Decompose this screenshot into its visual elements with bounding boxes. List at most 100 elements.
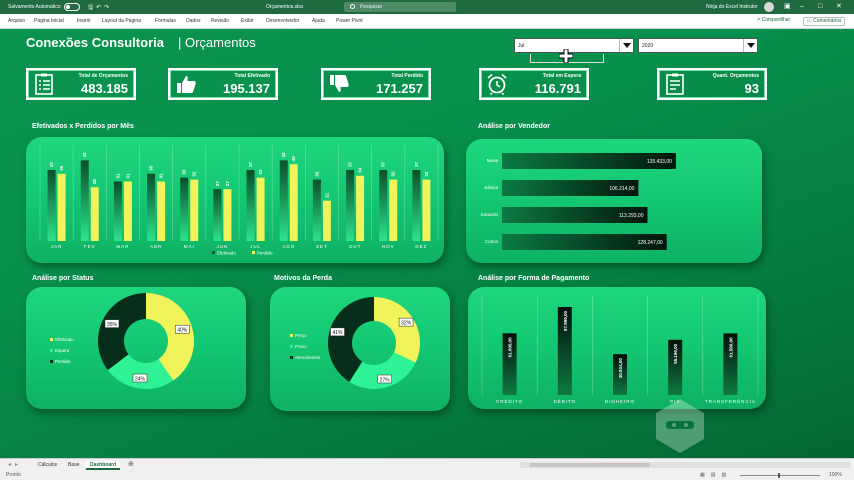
clipboard-list-icon [35,73,53,95]
month-filter[interactable]: Jul [514,38,634,53]
menu-exibir[interactable]: Exibir [241,18,254,24]
status-chart-panel: 40% 24% 35% Efetivado Espera Perdido [26,287,246,409]
year-filter[interactable]: 2020 [638,38,758,53]
menu-dados[interactable]: Dados [186,18,201,24]
tick-label: MAR [116,244,129,249]
bar-efetivado [412,169,421,241]
bar-efetivado [346,169,355,241]
data-label: 32 [192,171,197,177]
data-label: 32 [391,171,396,177]
tab-dashboard[interactable]: Dashboard [86,461,121,470]
kpi-label: Total em Espera [542,73,581,79]
data-label: 42 [281,152,286,158]
kpi-label: Total Perdido [391,73,423,79]
slice-label-box [377,374,392,384]
tick-label: DÉBITO [553,398,576,404]
quick-access-icons[interactable]: 🖫↶↷ [88,5,113,11]
legend-label: Preço [295,333,307,338]
payment-bar [557,307,572,395]
bar-efetivado [47,169,56,241]
bar-efetivado [312,179,321,241]
close-icon[interactable]: ✕ [836,3,842,10]
bar-perdido [256,177,265,241]
data-label: 40.834,00 [618,358,623,379]
maximize-icon[interactable]: □ [818,3,823,10]
payment-bar [502,333,517,395]
tick-label: JAN [51,244,63,249]
view-mode-icons[interactable]: ▦▤▧ [700,472,733,478]
data-label: 61.590,00 [728,337,733,358]
autosave-toggle[interactable] [64,3,80,11]
tab-calculos[interactable]: Cálculos [38,462,58,468]
legend-label: Perdido [55,359,71,364]
loss-chart-panel: 32% 27% 41% Preço Prazo Atendimento [270,287,450,411]
tick-label: JUL [250,244,261,249]
seller-bar [502,153,676,169]
kpi-label: Quant. Orçamentos [712,73,759,79]
slice-label: 24% [135,376,146,382]
menu-inserir[interactable]: Inserir [77,18,91,24]
menu-ajuda[interactable]: Ajuda [312,18,325,24]
data-label: 35 [59,165,64,171]
data-label: 55.196,00 [673,343,678,364]
clipboard-check-icon [666,73,684,95]
minimize-icon[interactable]: – [800,3,804,10]
kpi-value: 483.185 [81,81,128,96]
menu-arquivo[interactable]: Arquivo [8,18,25,24]
share-button[interactable]: ↗ Compartilhar [756,17,791,23]
kpi-total-espera: Total em Espera 116.791 [479,68,589,100]
menu-revisao[interactable]: Revisão [211,18,230,24]
horizontal-scrollbar[interactable] [520,462,850,468]
comments-button[interactable]: ▭ Comentários [803,17,846,26]
legend-swatch [290,345,293,348]
data-label: 37 [348,161,353,167]
section-title-loss: Motivos da Perda [274,275,332,282]
chevron-down-icon[interactable] [743,39,757,52]
autosave-label: Salvamento Automático [8,4,61,10]
bar-perdido [123,181,132,241]
legend-swatch [50,338,53,341]
thumbs-down-icon [330,75,349,92]
data-label: 135.433,00 [647,159,672,165]
menu-pagina-inicial[interactable]: Página Inicial [34,18,64,24]
scrollbar-thumb[interactable] [530,463,650,467]
legend-label: Atendimento [295,355,321,360]
sheet-tabs-bar: ◂▸ Cálculos Base Dashboard ⊕ [0,458,854,470]
seller-chart-panel: Maria 135.433,00 Juliana 106.214,00 Eduardo 1… [466,139,762,263]
tab-base[interactable]: Base [68,462,80,468]
legend-label: Efetivado [217,251,236,256]
zoom-slider[interactable] [740,473,820,478]
legend-swatch [50,349,53,352]
menu-layout[interactable]: Layout da Página [102,18,141,24]
bar-perdido [157,181,166,241]
legend-label: Espera [55,348,70,353]
alarm-clock-icon [487,73,507,95]
sheet-nav-arrows[interactable]: ◂▸ [8,462,23,468]
tick-label: DEZ [415,244,427,249]
chevron-down-icon[interactable] [619,39,633,52]
category-label: Carlos [485,239,499,244]
avatar[interactable] [764,2,774,12]
kpi-value: 93 [744,81,759,96]
search-box[interactable]: Pesquisar [344,2,456,12]
donut-slice [328,297,374,382]
menu-desenvolvedor[interactable]: Desenvolvedor [266,18,300,24]
loss-chart: 32% 27% 41% Preço Prazo Atendimento [290,297,420,389]
tick-label: CRÉDITO [496,398,523,404]
data-label: 27 [215,181,220,187]
zoom-level: 100% [829,472,842,478]
kpi-total-perdido: Total Perdido 171.257 [321,68,431,100]
bar-efetivado [147,173,156,241]
user-name: Ninja do Excel Instrutor [706,4,758,10]
add-sheet-icon[interactable]: ⊕ [128,461,134,468]
menu-formulas[interactable]: Fórmulas [155,18,176,24]
donut-slice [107,354,174,389]
ribbon-options-icon[interactable]: ▣ [784,3,791,10]
category-label: Maria [487,158,499,163]
slice-label-box [132,373,148,383]
slice-label: 32% [401,320,412,326]
menu-power-pivot[interactable]: Power Pivot [336,18,363,24]
data-label: 37 [49,161,54,167]
kpi-value: 116.791 [534,81,581,96]
status-ready: Pronto [6,472,21,478]
